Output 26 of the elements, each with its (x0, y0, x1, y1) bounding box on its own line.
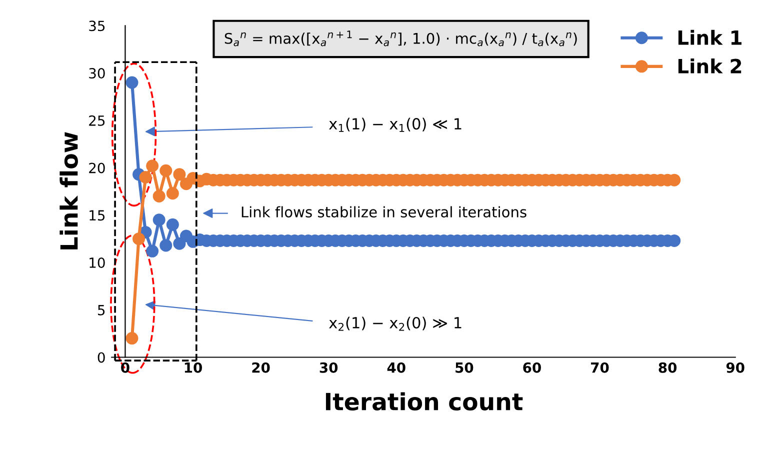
x-tick-label: 10 (184, 362, 202, 373)
y-axis-title: Link flow (60, 132, 78, 250)
x-tick-label: 0 (121, 362, 130, 373)
annotation: Link flows stabilize in several iterations (242, 206, 526, 218)
annotation: x$_{2}$(1) − x$_{2}$(0) ≫ 1 (329, 316, 462, 331)
x-tick-label: 60 (523, 362, 541, 373)
y-tick-label: 30 (89, 68, 105, 79)
annotation: x$_{1}$(1) − x$_{1}$(0) ≪ 1 (329, 118, 462, 132)
y-tick-label: 5 (98, 305, 105, 316)
legend-label: Link 1 (678, 30, 742, 45)
legend-label: Link 2 (678, 58, 742, 74)
y-tick-label: 20 (89, 162, 105, 174)
y-tick-label: 25 (89, 115, 105, 126)
y-tick-label: 0 (98, 352, 105, 363)
x-tick-label: 20 (252, 362, 270, 373)
y-tick-label: 15 (90, 210, 105, 221)
x-tick-label: 40 (387, 362, 406, 373)
x-tick-label: 80 (658, 362, 677, 373)
x-tick-label: 50 (456, 362, 474, 373)
y-tick-label: 35 (89, 20, 105, 32)
x-tick-label: 30 (320, 362, 338, 373)
x-tick-label: 70 (591, 362, 609, 373)
x-axis-title: Iteration count (326, 392, 523, 410)
y-tick-label: 10 (90, 257, 105, 268)
x-tick-label: 90 (726, 362, 744, 373)
text: S$_{a}$$^{n}$ = max([x$_{a}$$^{n+1}$ − x$_{a}$$^{n}$], 1.0) · mc$_{a}$(x$_{a}$$^{n}$) / t$_{a}$(x$_{a}$$^{n}$) (224, 30, 577, 46)
